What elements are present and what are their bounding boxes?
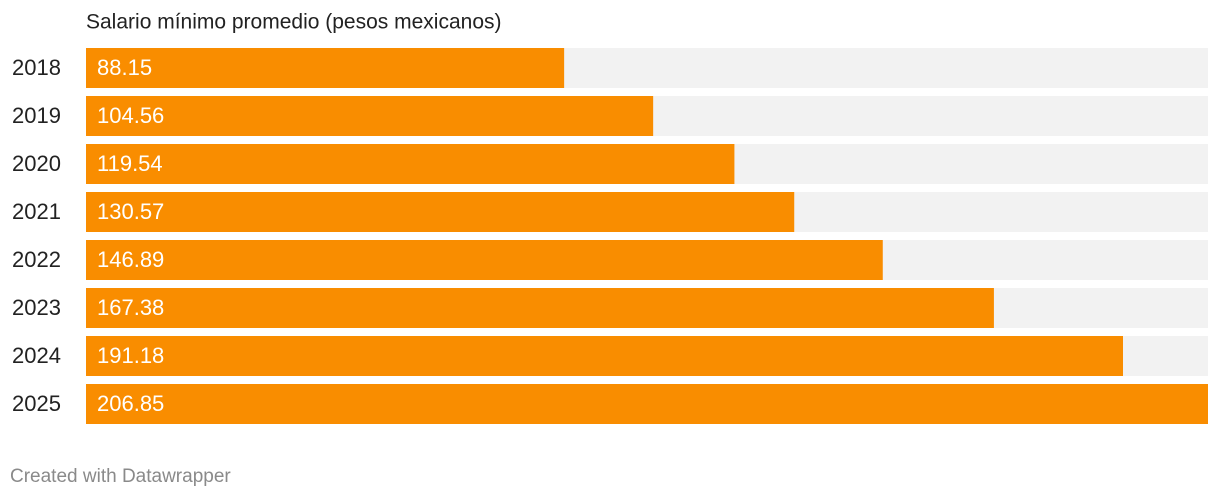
chart-title: Salario mínimo promedio (pesos mexicanos…: [86, 11, 502, 34]
data-label: 167.38: [97, 295, 164, 320]
bar: [86, 48, 565, 88]
bar: [86, 336, 1124, 376]
y-tick-label: 2023: [12, 295, 61, 320]
bar: [86, 96, 654, 136]
bar: [86, 144, 735, 184]
bar: [86, 240, 883, 280]
y-tick-label: 2018: [12, 55, 61, 80]
data-label: 104.56: [97, 103, 164, 128]
data-label: 191.18: [97, 343, 164, 368]
bar: [86, 288, 994, 328]
y-tick-label: 2019: [12, 103, 61, 128]
y-tick-label: 2025: [12, 391, 61, 416]
y-tick-label: 2020: [12, 151, 61, 176]
y-tick-label: 2021: [12, 199, 61, 224]
data-label: 119.54: [97, 151, 163, 176]
data-label: 146.89: [97, 247, 164, 272]
data-label: 130.57: [97, 199, 164, 224]
y-tick-label: 2024: [12, 343, 61, 368]
y-tick-label: 2022: [12, 247, 61, 272]
data-label: 206.85: [97, 391, 164, 416]
data-label: 88.15: [97, 55, 152, 80]
bar: [86, 384, 1208, 424]
credit: Created with Datawrapper: [10, 466, 231, 487]
bar: [86, 192, 795, 232]
